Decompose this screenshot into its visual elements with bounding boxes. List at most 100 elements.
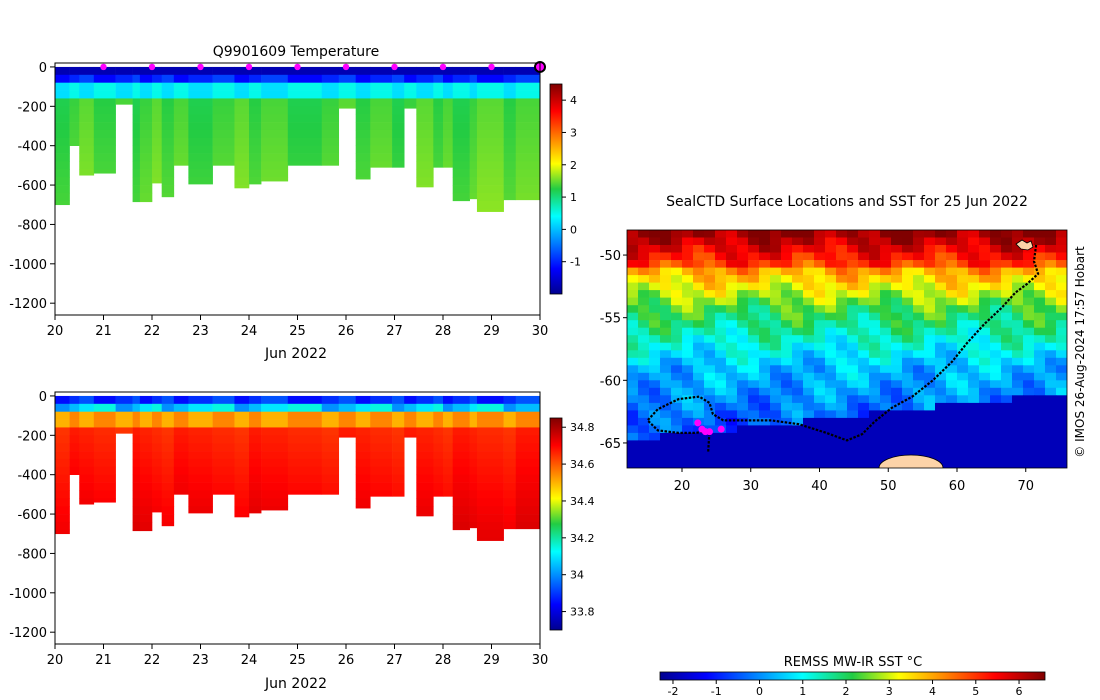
sst-cell xyxy=(770,380,782,389)
sst-cell xyxy=(1001,327,1013,336)
profile-cell xyxy=(79,482,95,491)
profile-cell xyxy=(55,114,70,123)
sst-cell xyxy=(990,335,1002,344)
profile-cell xyxy=(173,403,189,412)
sst-cell xyxy=(836,327,848,336)
antarctica-land xyxy=(878,454,944,468)
sst-cell xyxy=(968,350,980,359)
sst-cell xyxy=(693,297,705,306)
profile-cell xyxy=(370,419,393,428)
sst-cell xyxy=(715,312,727,321)
sst-cell xyxy=(1012,387,1024,396)
sst-cell xyxy=(858,417,870,426)
profile-cell xyxy=(161,106,175,115)
sst-cell xyxy=(814,275,826,283)
profile-cell xyxy=(55,514,70,523)
sst-cell xyxy=(935,432,947,441)
profile-cell xyxy=(79,490,95,499)
surface-location-marker xyxy=(706,428,713,436)
sst-cell xyxy=(726,417,738,426)
sst-cell xyxy=(638,335,650,344)
sst-cell xyxy=(792,402,804,411)
sst-cell xyxy=(1001,260,1013,268)
sst-cell xyxy=(836,448,848,456)
profile-cell xyxy=(93,427,116,436)
profile-cell xyxy=(115,403,133,412)
profile-cell xyxy=(69,451,80,460)
profile-cell xyxy=(93,137,116,146)
profile-cell xyxy=(161,403,175,412)
sst-cell xyxy=(1045,372,1057,381)
profile-cell xyxy=(69,122,80,131)
profile-cell xyxy=(443,474,453,483)
sst-map-panel: SealCTD Surface Locations and SST for 25… xyxy=(600,194,1087,698)
profile-cell xyxy=(355,482,371,491)
profile-cell xyxy=(161,514,175,523)
sst-cell xyxy=(759,312,771,321)
profile-cell xyxy=(404,90,417,99)
profile-cell xyxy=(515,514,541,523)
sst-cell xyxy=(715,387,727,396)
sst-cell xyxy=(1034,237,1046,246)
profile-cell xyxy=(321,161,340,166)
profile-cell xyxy=(152,106,162,115)
profile-cell xyxy=(392,90,405,99)
sst-cell xyxy=(946,320,958,329)
sst-cell xyxy=(858,387,870,396)
profile-cell xyxy=(249,82,262,91)
profile-cell xyxy=(443,435,453,444)
sst-cell xyxy=(880,357,892,366)
sst-cell xyxy=(858,320,870,329)
sst-cell xyxy=(946,275,958,283)
sst-cell xyxy=(737,260,749,268)
sst-cell xyxy=(1012,410,1024,419)
sst-cell xyxy=(759,432,771,441)
profile-cell xyxy=(321,482,340,491)
sst-cell xyxy=(803,237,815,246)
sst-cell xyxy=(660,245,672,253)
surface-marker xyxy=(197,63,204,71)
sst-cell xyxy=(792,335,804,344)
profile-cell xyxy=(93,458,116,468)
sst-cell xyxy=(1023,357,1035,366)
profile-cell xyxy=(370,427,393,436)
profile-cell xyxy=(503,514,517,523)
sst-cell xyxy=(1012,448,1024,456)
profile-cell xyxy=(234,435,250,444)
sst-cell xyxy=(891,395,903,404)
sst-cell xyxy=(759,402,771,411)
sst-colorbar-tick-label: 0 xyxy=(756,685,763,698)
profile-cell xyxy=(433,98,444,107)
sst-cell xyxy=(726,275,738,283)
surface-location-marker xyxy=(717,425,725,433)
sst-cell xyxy=(737,305,749,314)
sst-cell xyxy=(737,372,749,381)
sst-cell xyxy=(792,425,804,434)
profile-cell xyxy=(212,443,235,452)
profile-cell xyxy=(212,129,235,139)
sst-cell xyxy=(913,417,925,426)
sst-cell xyxy=(704,342,716,351)
sst-cell xyxy=(770,463,782,468)
sst-cell xyxy=(1023,463,1035,468)
profile-cell xyxy=(503,474,517,483)
profile-cell xyxy=(452,451,470,460)
profile-cell xyxy=(55,451,70,460)
colorbar-tick-label: 0 xyxy=(570,223,577,236)
sst-cell xyxy=(693,260,705,268)
sst-cell xyxy=(814,365,826,374)
profile-cell xyxy=(287,466,323,475)
sst-cell xyxy=(924,425,936,434)
sst-cell xyxy=(825,350,837,359)
sst-cell xyxy=(935,305,947,314)
profile-cell xyxy=(69,466,80,475)
profile-cell xyxy=(79,498,95,505)
sst-cell xyxy=(979,387,991,396)
sst-cell xyxy=(660,432,672,441)
sst-cell xyxy=(924,380,936,389)
sst-cell xyxy=(638,365,650,374)
sst-cell xyxy=(891,260,903,268)
profile-cell xyxy=(321,451,340,460)
sst-cell xyxy=(990,245,1002,253)
sst-cell xyxy=(946,372,958,381)
